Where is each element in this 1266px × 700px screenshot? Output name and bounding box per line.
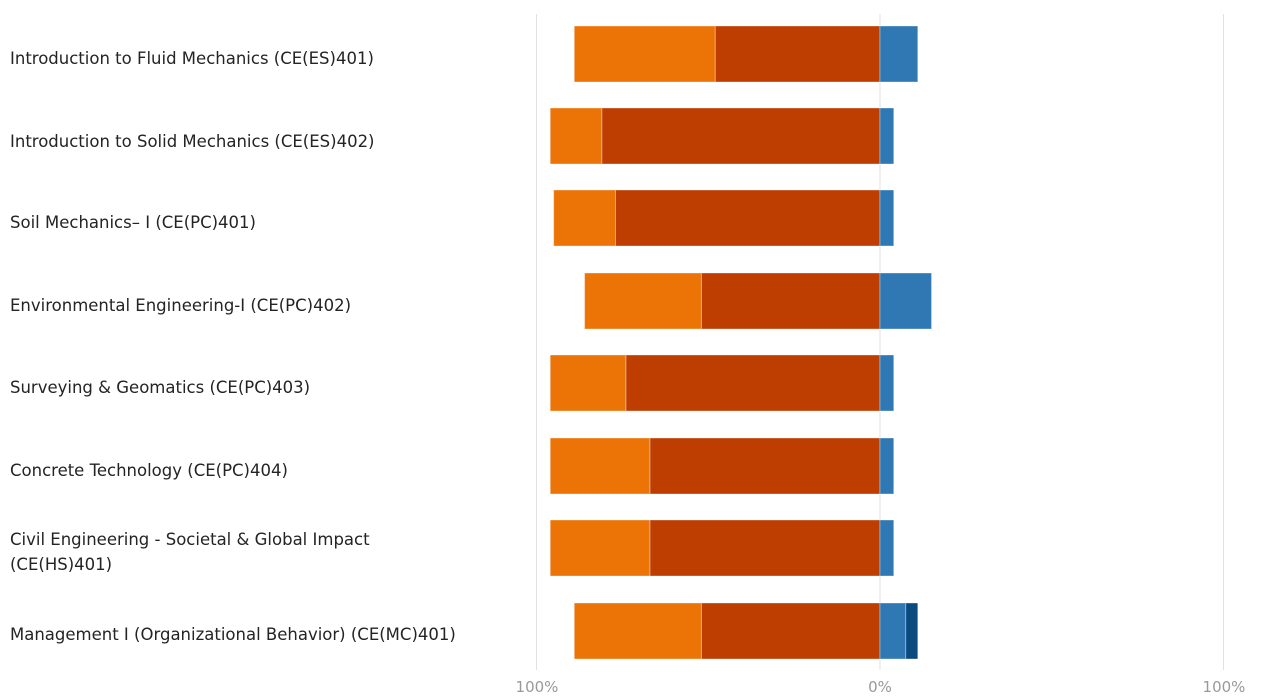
x-tick-label: 100% — [515, 678, 559, 696]
x-tick-label: 100% — [1202, 678, 1246, 696]
bar-segment[interactable] — [879, 189, 895, 247]
category-label: Environmental Engineering-I (CE(PC)402) — [10, 296, 352, 315]
bar-segment[interactable] — [549, 437, 651, 495]
category-label: Concrete Technology (CE(PC)404) — [10, 461, 288, 480]
bar-segment[interactable] — [615, 189, 881, 247]
x-tick-label: 0% — [868, 678, 892, 696]
bar-segment[interactable] — [879, 519, 895, 577]
category-label: Management I (Organizational Behavior) (… — [10, 625, 456, 644]
category-label: Introduction to Fluid Mechanics (CE(ES)4… — [10, 49, 374, 68]
bar-segment[interactable] — [879, 437, 895, 495]
bar-segment[interactable] — [714, 25, 881, 83]
bar-segment[interactable] — [700, 602, 881, 660]
category-label: Surveying & Geomatics (CE(PC)403) — [10, 378, 311, 397]
category-label: Introduction to Solid Mechanics (CE(ES)4… — [10, 132, 375, 151]
bar-segment[interactable] — [649, 519, 881, 577]
bar-segment[interactable] — [649, 437, 881, 495]
category-label: Civil Engineering - Societal & Global Im… — [10, 530, 370, 574]
bar-segment[interactable] — [573, 602, 702, 660]
bar-segment[interactable] — [584, 272, 702, 330]
bar-segment[interactable] — [549, 107, 603, 165]
bar-segment[interactable] — [553, 189, 617, 247]
bar-segment[interactable] — [879, 354, 895, 412]
bar-segment[interactable] — [879, 25, 919, 83]
bar-segment[interactable] — [573, 25, 716, 83]
bar-segment[interactable] — [879, 107, 895, 165]
bar-segment[interactable] — [879, 272, 933, 330]
bar-segment[interactable] — [700, 272, 881, 330]
bar-segment[interactable] — [549, 519, 651, 577]
bar-segment[interactable] — [905, 602, 919, 660]
bar-segment[interactable] — [879, 602, 907, 660]
category-label: Soil Mechanics– I (CE(PC)401) — [10, 213, 256, 232]
bar-segment[interactable] — [625, 354, 881, 412]
bar-segment[interactable] — [601, 107, 881, 165]
bars — [549, 25, 933, 660]
bar-segment[interactable] — [549, 354, 627, 412]
